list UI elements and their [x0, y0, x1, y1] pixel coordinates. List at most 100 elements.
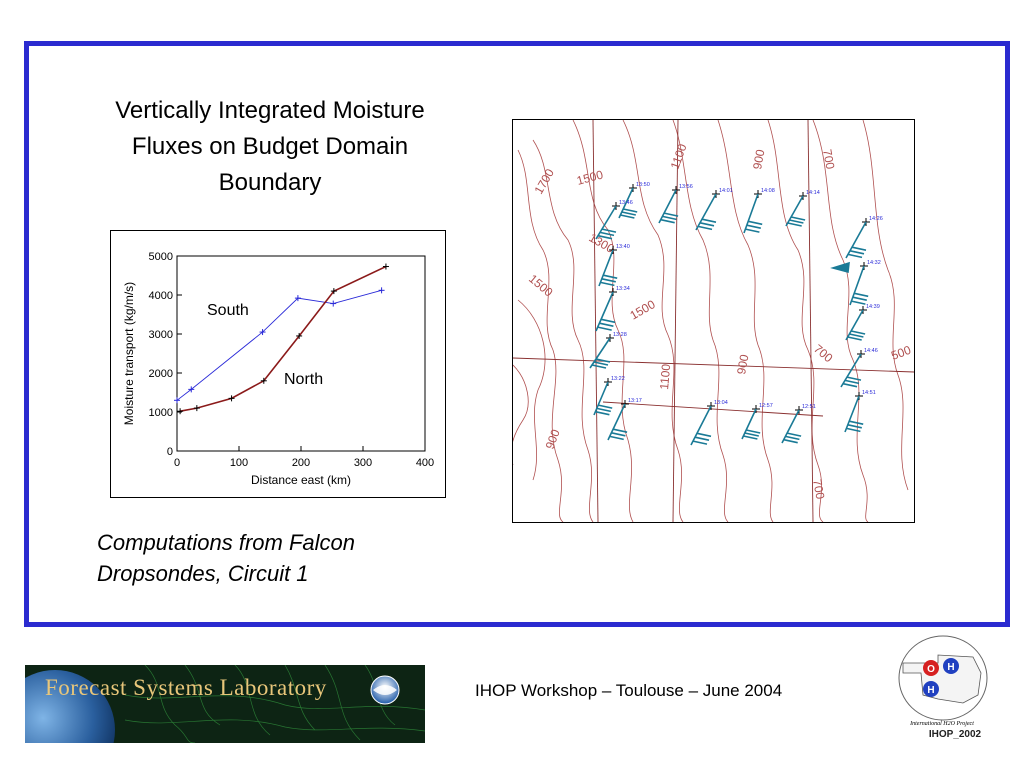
x-tick-label: 100: [230, 457, 248, 469]
logo-letter-h: H: [947, 662, 954, 673]
sonde-time-label: 13:46: [619, 200, 633, 206]
logo-label: IHOP_2002: [929, 729, 982, 740]
data-point-south: [259, 329, 266, 336]
x-tick-label: 400: [416, 457, 434, 469]
y-tick-label: 5000: [149, 251, 173, 263]
sonde-time-label: 14:46: [864, 348, 878, 354]
contour-label: 700: [820, 148, 837, 170]
caption-line-2: Dropsondes, Circuit 1: [97, 561, 309, 586]
data-point-north: [382, 263, 389, 270]
wind-barb: [844, 392, 864, 433]
y-tick-label: 4000: [149, 290, 173, 302]
contour-label: 1100: [657, 363, 673, 390]
contour-label: 1500: [526, 272, 556, 300]
y-tick-label: 2000: [149, 368, 173, 380]
data-point-north: [177, 408, 184, 415]
wind-barb: [743, 190, 763, 234]
contour-label: 900: [543, 427, 563, 451]
sonde-time-label: 13:56: [679, 184, 693, 190]
x-tick-label: 0: [174, 457, 180, 469]
wind-barb: [781, 406, 803, 444]
sonde-time-label: 13:50: [636, 182, 650, 188]
x-tick-label: 300: [354, 457, 372, 469]
caption: Computations from Falcon Dropsondes, Cir…: [97, 527, 427, 589]
data-point-north: [330, 288, 337, 295]
contour-label: 900: [734, 353, 751, 375]
wind-barb: [695, 190, 720, 231]
sonde-time-label: 14:14: [806, 190, 820, 196]
forecast-systems-laboratory-banner: Forecast Systems Laboratory: [25, 665, 425, 743]
data-point-south: [188, 386, 195, 393]
wind-barb: [658, 186, 680, 224]
wind-barb: [849, 262, 869, 306]
y-tick-label: 1000: [149, 407, 173, 419]
contour-label: 1700: [531, 166, 557, 196]
sonde-time-label: 14:08: [761, 188, 775, 194]
data-point-north: [228, 395, 235, 402]
sonde-time-label: 14:51: [862, 390, 876, 396]
sonde-time-label: 12:51: [802, 404, 816, 410]
logo-caption: International H2O Project: [909, 721, 974, 727]
contour-label: 1100: [668, 142, 690, 171]
banner-title: Forecast Systems Laboratory: [45, 675, 327, 700]
banner-art: [25, 665, 425, 743]
y-tick-label: 3000: [149, 329, 173, 341]
plot-area: [176, 255, 426, 452]
logo-letter-h-2: H: [927, 685, 934, 696]
wind-barb-pennant: [830, 261, 850, 274]
sonde-time-label: 13:22: [611, 376, 625, 382]
logo-letter-o: O: [927, 664, 935, 675]
sonde-time-label: 14:39: [866, 304, 880, 310]
sonde-time-label: 13:04: [714, 400, 728, 406]
ihop-logo-art: O H H International H2O Project IHOP_200…: [898, 635, 988, 740]
sonde-time-label: 13:28: [613, 332, 627, 338]
series-line-south: [176, 289, 382, 401]
moisture-transport-chart: 0 100 200 300 400 0 1000 2000 3000 4000 5000 Dista…: [110, 230, 446, 498]
data-point-north: [296, 332, 303, 339]
sonde-time-label: 13:40: [616, 244, 630, 250]
contour-label: 900: [750, 148, 767, 170]
wind-barb: [607, 400, 629, 441]
series-label-south: South: [207, 302, 249, 319]
footer-text: IHOP Workshop – Toulouse – June 2004: [475, 681, 783, 700]
wind-barb: [595, 202, 620, 240]
wind-barb: [690, 402, 715, 446]
y-tick-label: 0: [167, 446, 173, 458]
wind-barb-map: 1700 1500 1300 1500 1100 900 700 700 500 900 1100 9…: [510, 119, 915, 523]
contour-label: 1500: [628, 297, 658, 323]
data-point-south: [294, 295, 301, 302]
wind-barb: [845, 218, 870, 259]
wind-barb: [593, 378, 613, 416]
data-point-south: [378, 287, 385, 294]
ihop-2002-logo: O H H International H2O Project IHOP_200…: [893, 633, 993, 743]
sonde-time-label: 14:32: [867, 260, 881, 266]
wind-barb: [618, 184, 638, 219]
x-tick-label: 200: [292, 457, 310, 469]
sonde-time-label: 14:01: [719, 188, 733, 194]
caption-line-1: Computations from Falcon: [97, 530, 355, 555]
data-point-south: [174, 397, 180, 404]
y-axis-label: Moisture transport (kg/m/s): [122, 282, 136, 425]
sonde-time-label: 13:34: [616, 286, 630, 292]
contour-label: 700: [810, 478, 827, 500]
wind-barb: [840, 350, 865, 388]
data-point-north: [193, 405, 200, 412]
wind-barb: [741, 405, 761, 440]
wind-barb: [845, 306, 867, 341]
x-axis-label: Distance east (km): [251, 473, 351, 487]
sonde-time-label: 12:57: [759, 403, 773, 409]
wind-barb: [589, 334, 614, 369]
series-line-north: [179, 265, 387, 413]
sonde-time-label: 13:17: [628, 398, 642, 404]
data-point-south: [330, 300, 337, 307]
slide-title: Vertically Integrated Moisture Fluxes on…: [115, 97, 425, 196]
wind-barb: [598, 246, 618, 287]
series-label-north: North: [284, 371, 323, 388]
wind-barb: [595, 288, 617, 332]
contour-label: 500: [889, 343, 913, 363]
sonde-time-label: 14:26: [869, 216, 883, 222]
wind-barb: [785, 192, 807, 227]
data-point-north: [260, 377, 267, 384]
